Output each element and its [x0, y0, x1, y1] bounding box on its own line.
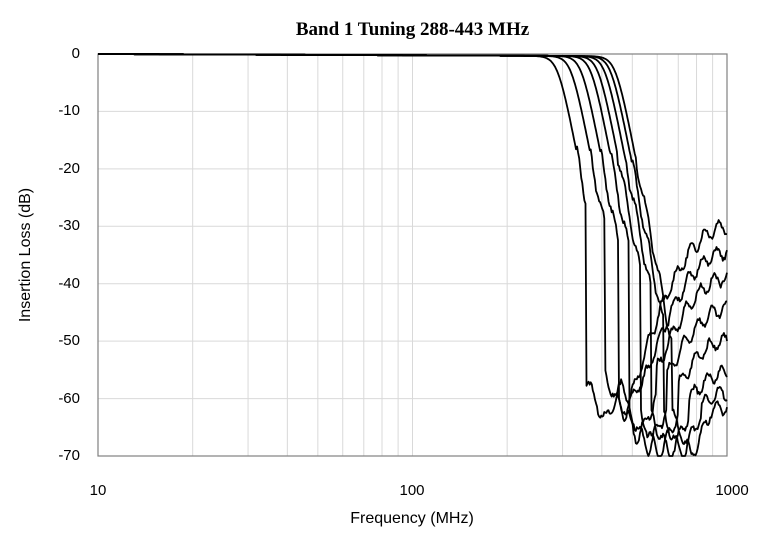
x-tick-10: 10 [89, 482, 107, 499]
y-tick-minus40: -40 [58, 275, 80, 292]
x-tick-100: 100 [399, 482, 425, 499]
y-tick-0: 0 [71, 45, 80, 62]
x-tick-1000: 1000 [715, 482, 749, 499]
x-axis-label: Frequency (MHz) [350, 510, 474, 527]
y-tick-minus50: -50 [58, 332, 80, 349]
data-series [98, 53, 728, 457]
y-tick-minus60: -60 [58, 390, 80, 407]
y-tick-minus20: -20 [58, 160, 80, 177]
plot-frame [97, 53, 728, 457]
y-tick-minus70: -70 [58, 447, 80, 464]
gridlines [98, 54, 727, 456]
y-axis-label: Insertion Loss (dB) [17, 187, 34, 323]
chart-title: Band 1 Tuning 288-443 MHz [295, 19, 530, 40]
y-tick-minus10: -10 [58, 102, 80, 119]
series-line-8 [98, 53, 728, 457]
y-tick-minus30: -30 [58, 217, 80, 234]
